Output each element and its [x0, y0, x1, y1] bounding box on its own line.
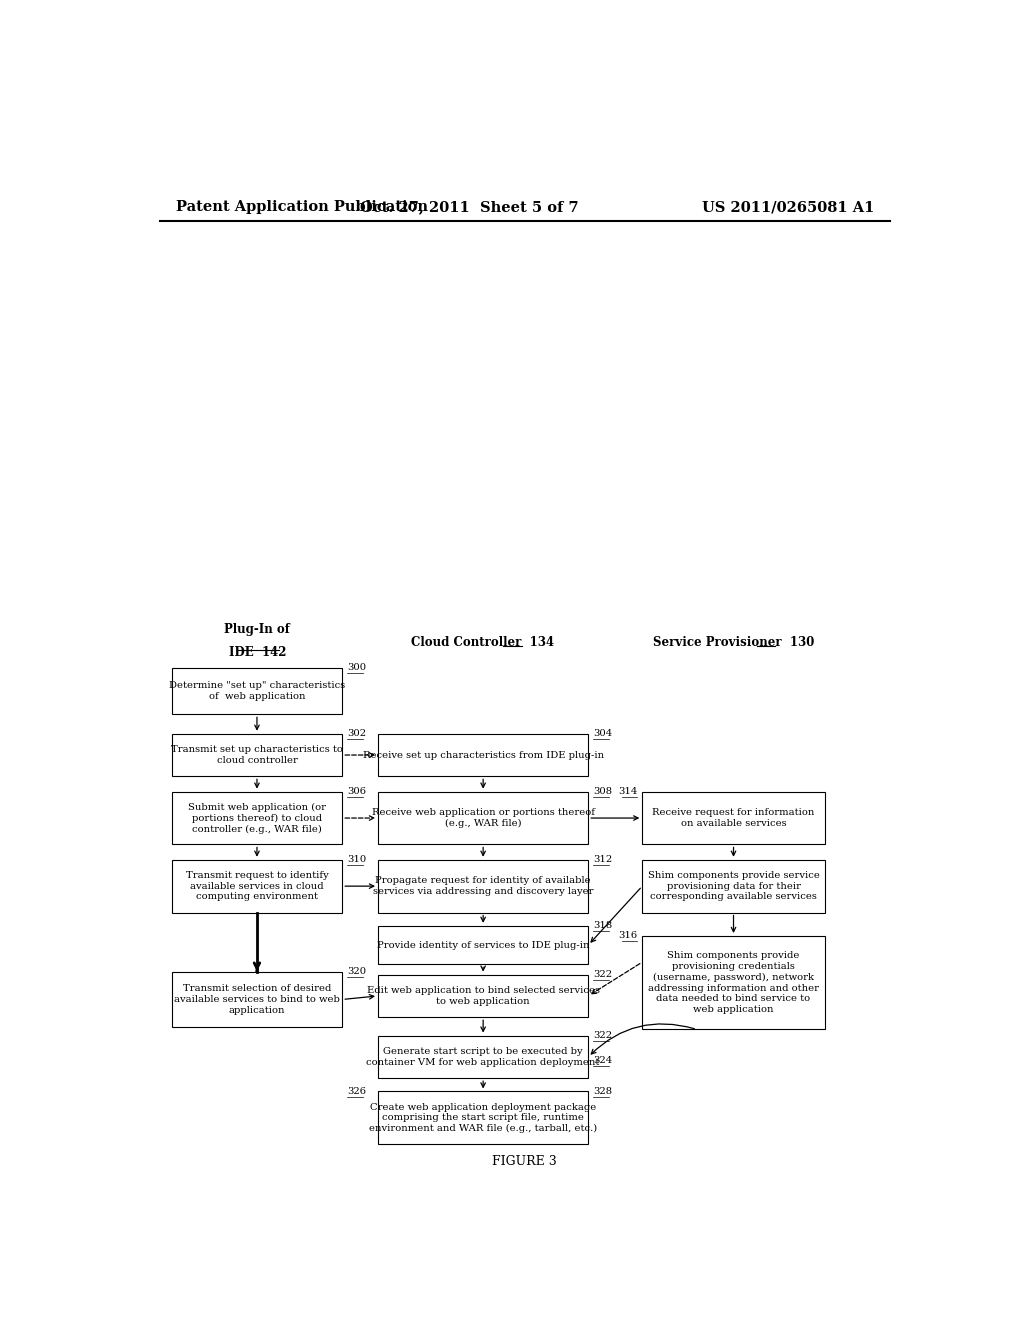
- Text: 304: 304: [593, 729, 612, 738]
- Text: 314: 314: [618, 787, 638, 796]
- Text: US 2011/0265081 A1: US 2011/0265081 A1: [701, 201, 873, 214]
- Text: Receive set up characteristics from IDE plug-in: Receive set up characteristics from IDE …: [362, 751, 604, 759]
- Text: Service Provisioner  130: Service Provisioner 130: [653, 636, 814, 648]
- FancyBboxPatch shape: [172, 859, 342, 912]
- Text: 316: 316: [618, 932, 638, 940]
- Text: Receive request for information
on available services: Receive request for information on avail…: [652, 808, 815, 828]
- Text: Create web application deployment package
comprising the start script file, runt: Create web application deployment packag…: [369, 1102, 597, 1133]
- Text: 318: 318: [593, 921, 612, 931]
- FancyBboxPatch shape: [642, 859, 824, 912]
- FancyBboxPatch shape: [378, 974, 588, 1018]
- Text: Generate start script to be executed by
container VM for web application deploym: Generate start script to be executed by …: [367, 1047, 600, 1067]
- Text: 312: 312: [593, 855, 612, 865]
- FancyBboxPatch shape: [172, 972, 342, 1027]
- Text: 322: 322: [593, 1031, 612, 1040]
- Text: Transmit request to identify
available services in cloud
computing environment: Transmit request to identify available s…: [185, 871, 329, 902]
- Text: IDE  142: IDE 142: [228, 647, 286, 659]
- Text: Propagate request for identity of available
services via addressing and discover: Propagate request for identity of availa…: [373, 876, 593, 896]
- Text: Provide identity of services to IDE plug-in: Provide identity of services to IDE plug…: [377, 941, 590, 949]
- FancyBboxPatch shape: [378, 1036, 588, 1078]
- FancyBboxPatch shape: [642, 936, 824, 1030]
- Text: Receive web application or portions thereof
(e.g., WAR file): Receive web application or portions ther…: [372, 808, 595, 828]
- FancyBboxPatch shape: [172, 792, 342, 845]
- Text: Shim components provide service
provisioning data for their
corresponding availa: Shim components provide service provisio…: [647, 871, 819, 902]
- Text: 326: 326: [347, 1086, 366, 1096]
- FancyBboxPatch shape: [378, 925, 588, 965]
- Text: 306: 306: [347, 787, 366, 796]
- Text: 310: 310: [347, 855, 367, 865]
- Text: 300: 300: [347, 663, 367, 672]
- Text: FIGURE 3: FIGURE 3: [493, 1155, 557, 1168]
- FancyBboxPatch shape: [172, 734, 342, 776]
- FancyBboxPatch shape: [378, 792, 588, 845]
- Text: 322: 322: [593, 970, 612, 979]
- FancyBboxPatch shape: [378, 734, 588, 776]
- Text: Shim components provide
provisioning credentials
(username, password), network
a: Shim components provide provisioning cre…: [648, 952, 819, 1014]
- FancyBboxPatch shape: [378, 859, 588, 912]
- Text: 328: 328: [593, 1086, 612, 1096]
- Text: Cloud Controller  134: Cloud Controller 134: [412, 636, 554, 648]
- FancyBboxPatch shape: [642, 792, 824, 845]
- Text: 308: 308: [593, 787, 612, 796]
- Text: Patent Application Publication: Patent Application Publication: [176, 201, 428, 214]
- Text: Transmit set up characteristics to
cloud controller: Transmit set up characteristics to cloud…: [171, 746, 343, 764]
- Text: 320: 320: [347, 968, 367, 975]
- FancyBboxPatch shape: [172, 668, 342, 714]
- Text: Determine "set up" characteristics
of  web application: Determine "set up" characteristics of we…: [169, 681, 345, 701]
- Text: Oct. 27, 2011  Sheet 5 of 7: Oct. 27, 2011 Sheet 5 of 7: [359, 201, 579, 214]
- Text: Submit web application (or
portions thereof) to cloud
controller (e.g., WAR file: Submit web application (or portions ther…: [188, 803, 326, 833]
- Text: Edit web application to bind selected services
to web application: Edit web application to bind selected se…: [367, 986, 600, 1006]
- Text: 302: 302: [347, 729, 367, 738]
- Text: Plug-In of: Plug-In of: [224, 623, 290, 636]
- FancyBboxPatch shape: [378, 1092, 588, 1144]
- Text: 324: 324: [593, 1056, 612, 1065]
- Text: Transmit selection of desired
available services to bind to web
application: Transmit selection of desired available …: [174, 985, 340, 1015]
